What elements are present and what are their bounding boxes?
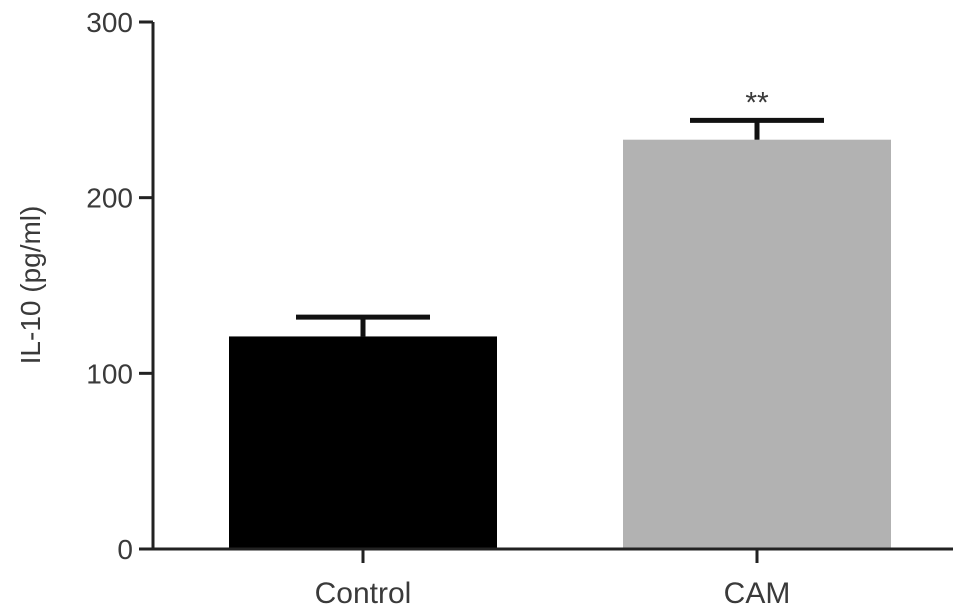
error-bars: ** — [296, 86, 824, 337]
x-tick-label: CAM — [724, 577, 791, 610]
y-tick-label: 300 — [86, 7, 133, 38]
significance-marker: ** — [745, 86, 769, 119]
y-tick-label: 200 — [86, 183, 133, 214]
bar-cam — [623, 139, 891, 550]
bar-control — [229, 336, 497, 549]
bars — [229, 139, 891, 550]
y-tick-label: 100 — [86, 358, 133, 389]
y-tick-label: 0 — [117, 534, 133, 565]
y-axis-ticks: 0 100 200 300 — [86, 7, 153, 565]
x-axis-ticks: Control CAM — [315, 549, 791, 610]
y-axis-label: IL-10 (pg/ml) — [15, 206, 46, 365]
x-tick-label: Control — [315, 577, 412, 610]
